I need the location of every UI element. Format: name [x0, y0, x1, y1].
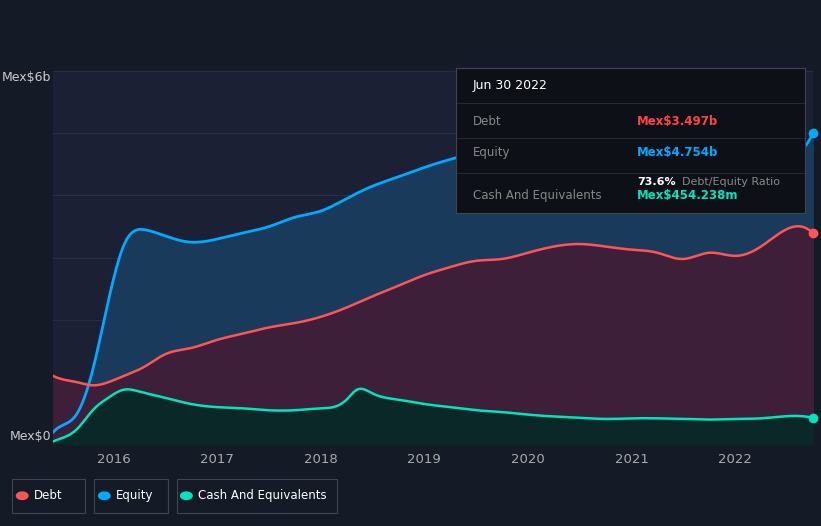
- Text: Cash And Equivalents: Cash And Equivalents: [198, 489, 327, 502]
- Text: Mex$3.497b: Mex$3.497b: [637, 115, 718, 128]
- Text: Mex$0: Mex$0: [10, 430, 51, 442]
- Text: Debt: Debt: [473, 115, 502, 128]
- Text: Debt/Equity Ratio: Debt/Equity Ratio: [682, 177, 781, 187]
- Text: Equity: Equity: [116, 489, 154, 502]
- Text: Mex$454.238m: Mex$454.238m: [637, 189, 739, 202]
- Text: Jun 30 2022: Jun 30 2022: [473, 79, 548, 92]
- Text: Equity: Equity: [473, 146, 511, 159]
- Text: Debt: Debt: [34, 489, 62, 502]
- Text: Mex$4.754b: Mex$4.754b: [637, 146, 718, 159]
- Text: Cash And Equivalents: Cash And Equivalents: [473, 189, 602, 202]
- Text: 73.6%: 73.6%: [637, 177, 676, 187]
- Text: Mex$6b: Mex$6b: [2, 71, 51, 84]
